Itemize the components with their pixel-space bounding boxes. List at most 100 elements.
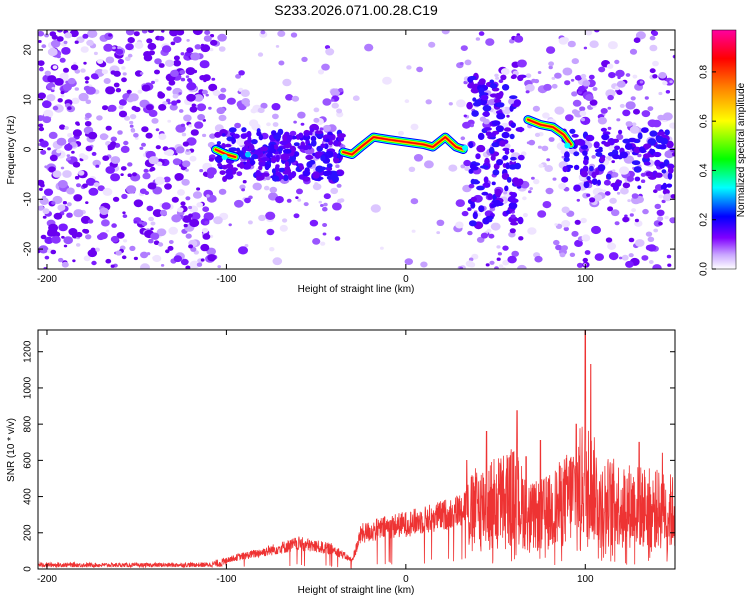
heatmap-cell — [91, 151, 97, 156]
heatmap-cell — [571, 134, 579, 138]
heatmap-cell — [122, 214, 128, 219]
heatmap-cell — [113, 82, 120, 88]
heatmap-cell — [186, 47, 194, 54]
heatmap-cell — [101, 219, 110, 227]
heatmap-cell — [314, 130, 324, 135]
heatmap-cell — [133, 133, 139, 138]
heatmap-cell — [265, 152, 273, 158]
heatmap-cell — [475, 153, 481, 160]
heatmap-cell — [217, 33, 227, 42]
heatmap-cell — [336, 108, 343, 114]
heatmap-cell — [525, 73, 532, 78]
heatmap-xlabel: Height of straight line (km) — [298, 284, 415, 295]
heatmap-cell — [38, 123, 44, 128]
heatmap-cell — [190, 129, 199, 136]
heatmap-cell — [38, 30, 45, 37]
heatmap-cell — [302, 170, 310, 177]
heatmap-cell — [151, 118, 159, 124]
heatmap-cell — [305, 154, 314, 160]
heatmap-cell — [92, 159, 101, 167]
heatmap-cell — [125, 30, 135, 36]
heatmap-cell — [621, 254, 629, 261]
heatmap-cell — [102, 187, 113, 196]
heatmap-cell — [165, 249, 170, 254]
heatmap-cell — [180, 123, 185, 128]
heatmap-cell — [654, 184, 664, 191]
heatmap-cell — [118, 105, 124, 110]
heatmap-cell — [259, 146, 269, 152]
heatmap-cell — [495, 76, 500, 80]
heatmap-cell — [510, 156, 517, 161]
heatmap-cell — [216, 107, 226, 115]
heatmap-cell — [219, 170, 226, 176]
heatmap-cell — [510, 214, 516, 219]
heatmap-ytick-label: -20 — [23, 241, 34, 256]
heatmap-cell — [468, 183, 475, 189]
heatmap-cell — [172, 158, 182, 166]
heatmap-cell — [38, 245, 49, 254]
heatmap-cell — [82, 183, 88, 189]
heatmap-cell — [179, 147, 183, 151]
heatmap-cell — [571, 58, 579, 65]
heatmap-cell — [491, 120, 501, 126]
heatmap-cell — [123, 239, 128, 243]
heatmap-cell — [151, 80, 155, 85]
heatmap-cell — [189, 106, 198, 113]
heatmap-cell — [595, 151, 603, 157]
heatmap-cell — [105, 258, 112, 264]
heatmap-cell — [289, 154, 297, 163]
heatmap-cell — [212, 89, 221, 96]
heatmap-cell — [69, 30, 79, 38]
heatmap-cell — [250, 139, 258, 145]
heatmap-cell — [554, 72, 562, 79]
heatmap-cell — [112, 196, 120, 202]
heatmap-cell — [125, 56, 131, 62]
heatmap-cell — [634, 218, 640, 223]
heatmap-cell — [101, 69, 108, 75]
heatmap-cell — [156, 228, 167, 237]
heatmap-cell — [465, 260, 474, 268]
heatmap-cell — [139, 188, 147, 194]
heatmap-cell — [312, 171, 320, 179]
heatmap-cell — [290, 32, 298, 38]
heatmap-cell — [622, 109, 631, 117]
heatmap-cell — [482, 182, 491, 188]
heatmap-cell — [320, 154, 326, 162]
heatmap-cell — [83, 85, 91, 92]
heatmap-cell — [71, 97, 80, 105]
heatmap-cell — [141, 126, 149, 133]
heatmap-cell — [649, 148, 654, 154]
heatmap-cell — [320, 241, 326, 246]
heatmap-cell — [171, 100, 178, 106]
heatmap-cell — [202, 133, 207, 138]
heatmap-cell — [42, 208, 50, 215]
heatmap-cell — [258, 214, 266, 222]
heatmap-cell — [102, 105, 109, 111]
snr-xtick-label: -100 — [216, 574, 236, 585]
heatmap-cell — [169, 30, 179, 37]
snr-frame — [37, 329, 676, 570]
heatmap-cell — [425, 99, 432, 105]
heatmap-cell — [90, 247, 96, 252]
heatmap-cell — [455, 199, 465, 208]
heatmap-cell — [54, 78, 64, 86]
heatmap-cell — [95, 164, 100, 168]
heatmap-cell — [511, 250, 519, 257]
heatmap-cell — [571, 91, 578, 97]
heatmap-cell — [110, 173, 121, 182]
heatmap-cell — [180, 258, 189, 266]
heatmap-ridge-layer — [527, 118, 572, 146]
heatmap-cell — [578, 85, 585, 92]
heatmap-cell — [483, 176, 489, 184]
heatmap-cell — [321, 63, 330, 71]
heatmap-cell — [263, 185, 270, 191]
heatmap-cell — [194, 44, 202, 50]
heatmap-cell — [574, 239, 583, 247]
heatmap-cell — [234, 199, 244, 208]
heatmap-cell — [66, 212, 73, 218]
heatmap-cell — [619, 166, 630, 175]
colorbar-tick-label: 0.8 — [699, 64, 710, 78]
heatmap-cell — [97, 185, 105, 192]
heatmap-cell — [323, 193, 331, 200]
heatmap-cell — [510, 122, 516, 128]
